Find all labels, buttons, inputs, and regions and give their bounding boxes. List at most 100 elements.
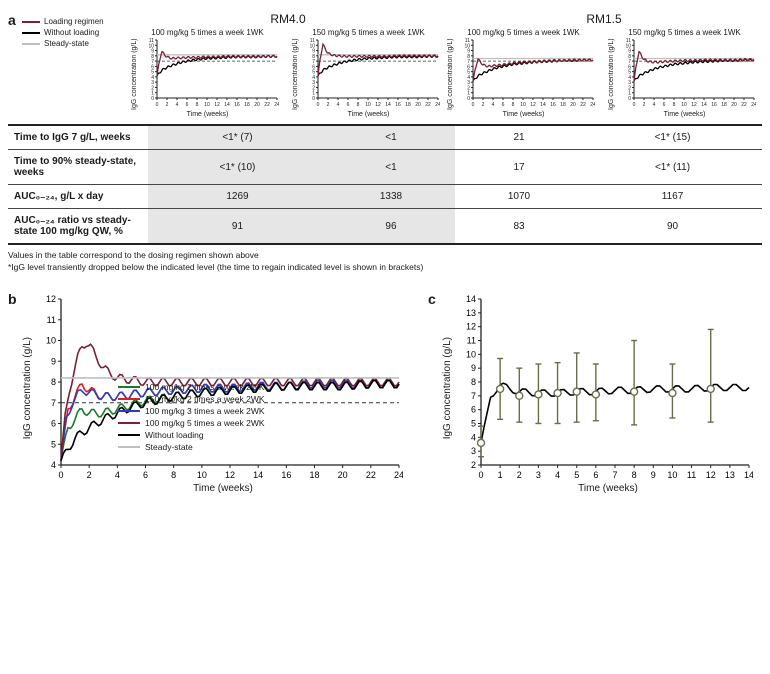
svg-text:6: 6 [593,470,598,480]
svg-text:8: 8 [312,54,315,60]
svg-text:6: 6 [663,102,666,108]
table-cell: 1070 [455,185,583,209]
svg-text:11: 11 [310,38,315,44]
legend-row: Steady-state [118,441,265,453]
svg-text:12: 12 [225,470,235,480]
svg-text:7: 7 [312,59,315,65]
panel-a-charts: a Loading regimen Without loading Steady… [8,12,762,118]
svg-text:2: 2 [643,102,646,108]
legend-label: Without loading [145,429,204,441]
svg-text:2: 2 [517,470,522,480]
svg-text:6: 6 [471,405,476,415]
svg-text:8: 8 [357,102,360,108]
svg-text:9: 9 [312,49,315,55]
svg-text:11: 11 [47,315,56,325]
legend-label: Loading regimen [44,16,104,27]
mini-ylabel: IgG concentration (g/L) [130,38,139,110]
svg-text:6: 6 [628,64,631,70]
legend-row: 150 mg/kg 2 times a week 2WK [118,393,265,405]
svg-text:10: 10 [667,470,677,480]
svg-text:22: 22 [366,470,376,480]
svg-text:6: 6 [51,419,56,429]
svg-text:0: 0 [151,96,154,102]
svg-text:20: 20 [570,102,576,108]
mini-chart-title: 150 mg/kg 5 times a week 1WK [607,28,762,37]
svg-text:1: 1 [467,91,470,97]
svg-text:16: 16 [395,102,401,108]
table-cell: 1167 [583,185,762,209]
svg-text:6: 6 [143,470,148,480]
svg-text:0: 0 [628,96,631,102]
svg-text:4: 4 [337,102,340,108]
svg-text:3: 3 [467,80,470,86]
svg-text:2: 2 [312,85,315,91]
table-cell: 96 [327,209,455,245]
svg-text:4: 4 [471,432,476,442]
panel-c: c IgG concentration (g/L) 23456789101112… [428,293,758,494]
svg-text:13: 13 [466,308,476,318]
svg-text:9: 9 [628,49,631,55]
svg-text:10: 10 [520,102,526,108]
table-cell: 1269 [148,185,327,209]
footnote: Values in the table correspond to the do… [8,249,762,261]
legend-label: Without loading [44,27,99,38]
table-row: Time to 90% steady-state, weeks<1* (10)<… [8,150,762,185]
legend-swatch [118,422,140,424]
svg-text:12: 12 [46,294,56,304]
table-cell: <1* (10) [148,150,327,185]
legend-swatch [118,398,140,400]
svg-text:5: 5 [471,419,476,429]
mini-ylabel: IgG concentration (g/L) [291,38,300,110]
svg-text:0: 0 [478,470,483,480]
svg-text:0: 0 [467,96,470,102]
svg-text:0: 0 [317,102,320,108]
svg-text:1: 1 [312,91,315,97]
svg-text:9: 9 [467,49,470,55]
group-rm15: RM1.5 100 mg/kg 5 times a week 1WK IgG c… [446,12,762,118]
table-cell: 90 [583,209,762,245]
group-title: RM1.5 [446,12,762,26]
mini-chart-title: 150 mg/kg 5 times a week 1WK [291,28,446,37]
svg-text:7: 7 [51,398,56,408]
svg-text:10: 10 [625,43,631,49]
svg-text:24: 24 [435,102,440,108]
svg-text:24: 24 [751,102,756,108]
svg-text:7: 7 [467,59,470,65]
svg-text:20: 20 [254,102,260,108]
mini-xlabel: Time (weeks) [291,111,446,118]
svg-text:0: 0 [312,96,315,102]
svg-text:18: 18 [560,102,566,108]
mini-chart-title: 100 mg/kg 5 times a week 1WK [130,28,285,37]
svg-text:22: 22 [425,102,431,108]
svg-text:6: 6 [347,102,350,108]
mini-chart: 100 mg/kg 5 times a week 1WK IgG concent… [446,28,601,118]
panel-a-legend: Loading regimen Without loading Steady-s… [22,12,130,49]
panels-bc: b IgG concentration (g/L) 45678910111202… [8,293,762,494]
svg-text:10: 10 [681,102,687,108]
svg-text:4: 4 [115,470,120,480]
svg-text:8: 8 [467,54,470,60]
svg-text:6: 6 [502,102,505,108]
table-row-label: Time to 90% steady-state, weeks [8,150,148,185]
legend-swatch-noload [22,32,40,34]
svg-text:7: 7 [151,59,154,65]
svg-text:5: 5 [151,70,154,76]
svg-text:10: 10 [309,43,315,49]
svg-text:14: 14 [744,470,753,480]
svg-text:0: 0 [58,470,63,480]
svg-text:0: 0 [633,102,636,108]
svg-text:16: 16 [281,470,291,480]
table-row: Time to IgG 7 g/L, weeks<1* (7)<121<1* (… [8,125,762,150]
svg-text:2: 2 [467,85,470,91]
svg-text:3: 3 [628,80,631,86]
legend-label: 100 mg/kg 5 times a week 2WK [145,417,265,429]
table-row: AUC₀₋₂₄ ratio vs steady-state 100 mg/kg … [8,209,762,245]
svg-text:16: 16 [234,102,240,108]
table-row: AUC₀₋₂₄, g/L x day1269133810701167 [8,185,762,209]
legend-swatch [118,446,140,448]
footnote: *IgG level transiently dropped below the… [8,261,762,273]
table-cell: 91 [148,209,327,245]
panel-c-label: c [428,291,436,307]
svg-text:14: 14 [701,102,707,108]
panel-b-legend: 100 mg/kg 2 times a week 2WK150 mg/kg 2 … [118,381,265,453]
